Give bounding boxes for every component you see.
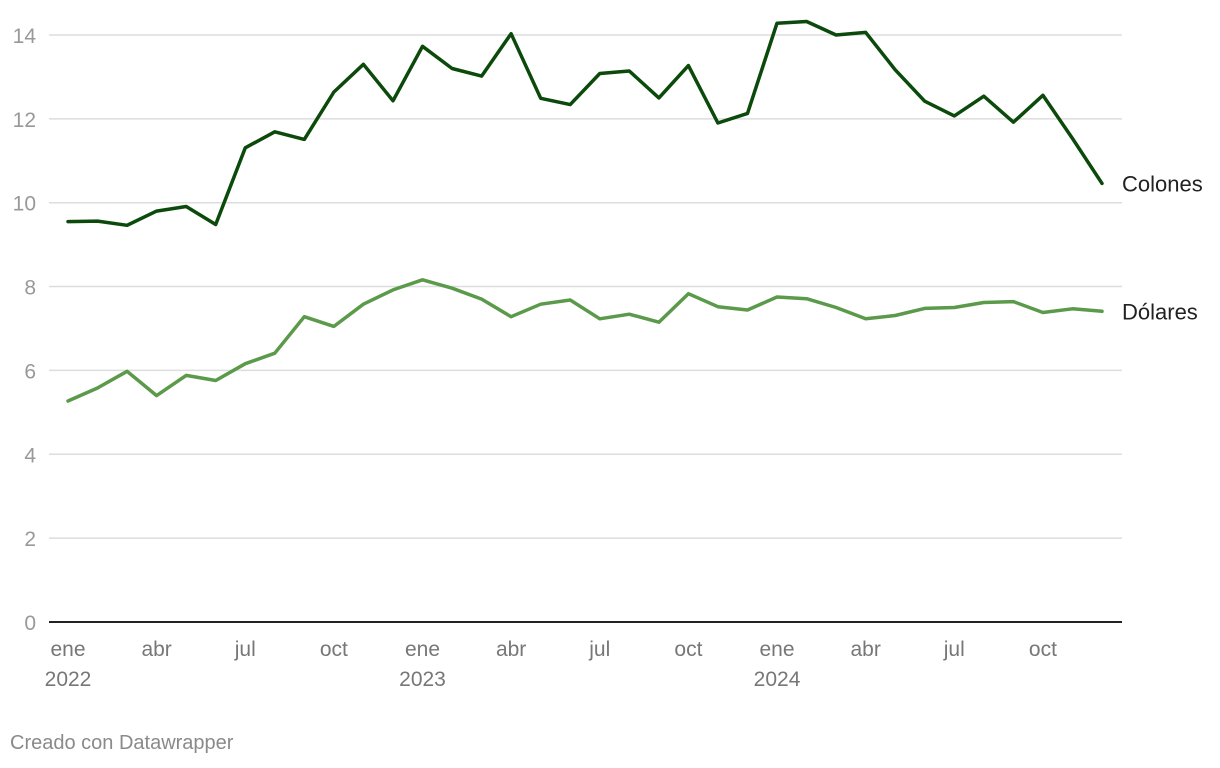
series-label: Colones <box>1122 171 1203 196</box>
x-tick-label: jul <box>943 638 965 661</box>
x-tick-year-label: 2024 <box>754 668 801 691</box>
line-chart: 0 2 4 6 8 10 12 14 ene 2022 abr jul oct ene 2023 abr ju… <box>13 19 1203 691</box>
series-line-dlares <box>66 278 1104 403</box>
x-tick-label: jul <box>234 638 256 661</box>
x-tick-year-label: 2023 <box>399 668 446 691</box>
x-tick-label: oct <box>320 638 348 661</box>
series-line-colones <box>66 19 1104 228</box>
y-axis-ticks: 0 2 4 6 8 10 12 14 <box>13 25 37 635</box>
x-tick-year-label: 2022 <box>45 668 92 691</box>
y-tick-label: 2 <box>24 528 36 551</box>
y-tick-label: 0 <box>24 612 36 635</box>
y-tick-label: 14 <box>13 25 37 48</box>
series-label: Dólares <box>1122 299 1198 324</box>
x-tick-label: abr <box>850 638 880 661</box>
x-tick-label: ene <box>50 638 85 661</box>
series-labels: Colones Dólares <box>1122 171 1203 324</box>
x-tick-label: oct <box>1029 638 1057 661</box>
x-tick-label: abr <box>496 638 526 661</box>
y-tick-label: 4 <box>24 444 36 467</box>
x-tick-label: abr <box>141 638 171 661</box>
x-tick-label: ene <box>760 638 795 661</box>
y-tick-label: 12 <box>13 109 36 132</box>
x-tick-label: oct <box>674 638 702 661</box>
series-lines <box>66 19 1104 403</box>
y-tick-label: 6 <box>24 360 36 383</box>
x-tick-label: jul <box>588 638 610 661</box>
y-tick-label: 8 <box>24 277 36 300</box>
x-axis-ticks: ene 2022 abr jul oct ene 2023 abr jul oct ene 2024 a… <box>45 638 1057 691</box>
footer-credit: Creado con Datawrapper <box>10 732 234 754</box>
gridlines <box>49 34 1122 623</box>
y-tick-label: 10 <box>13 193 36 216</box>
x-tick-label: ene <box>405 638 440 661</box>
